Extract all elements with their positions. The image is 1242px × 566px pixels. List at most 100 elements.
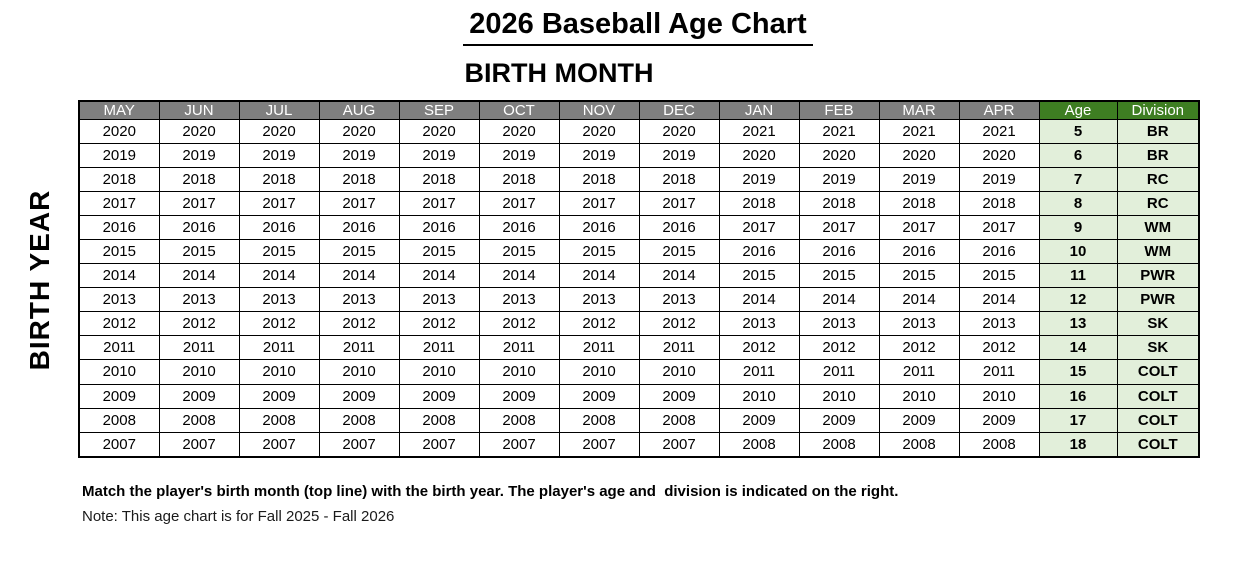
year-cell: 2007: [318, 431, 400, 458]
year-cell: 2017: [558, 191, 640, 217]
year-cell: 2015: [478, 239, 560, 265]
month-header-jun: JUN: [158, 100, 240, 120]
year-cell: 2011: [718, 359, 800, 385]
year-cell: 2007: [398, 431, 480, 458]
year-cell: 2007: [158, 431, 240, 458]
year-cell: 2014: [158, 263, 240, 289]
year-cell: 2016: [318, 215, 400, 241]
year-cell: 2018: [238, 167, 320, 193]
year-cell: 2018: [638, 167, 720, 193]
year-cell: 2016: [718, 239, 800, 265]
division-cell: RC: [1116, 191, 1200, 217]
year-cell: 2019: [478, 143, 560, 169]
age-cell: 8: [1038, 191, 1118, 217]
year-cell: 2017: [718, 215, 800, 241]
year-cell: 2016: [878, 239, 960, 265]
year-cell: 2014: [638, 263, 720, 289]
year-cell: 2013: [638, 287, 720, 313]
division-cell: SK: [1116, 335, 1200, 361]
year-cell: 2007: [238, 431, 320, 458]
year-cell: 2013: [158, 287, 240, 313]
year-cell: 2021: [798, 118, 880, 145]
header-row: MAY JUN JUL AUG SEP OCT NOV DEC JAN FEB MAR APR Age D…: [78, 100, 1200, 120]
age-cell: 13: [1038, 311, 1118, 337]
month-header-sep: SEP: [398, 100, 480, 120]
year-cell: 2010: [638, 359, 720, 385]
year-cell: 2013: [958, 311, 1040, 337]
year-cell: 2010: [398, 359, 480, 385]
year-cell: 2009: [398, 383, 480, 409]
birth-month-heading: BIRTH MONTH: [464, 58, 654, 88]
year-cell: 2020: [878, 143, 960, 169]
year-cell: 2014: [478, 263, 560, 289]
table-row: 2007 2007 2007 2007 2007 2007 2007 2007 2008 2008…: [78, 431, 1200, 458]
month-header-oct: OCT: [478, 100, 560, 120]
year-cell: 2019: [558, 143, 640, 169]
division-cell: PWR: [1116, 287, 1200, 313]
year-cell: 2014: [558, 263, 640, 289]
table-header: MAY JUN JUL AUG SEP OCT NOV DEC JAN FEB MAR APR Age D…: [78, 100, 1200, 120]
year-cell: 2016: [478, 215, 560, 241]
year-cell: 2012: [318, 311, 400, 337]
year-cell: 2017: [78, 191, 160, 217]
age-cell: 16: [1038, 383, 1118, 409]
year-cell: 2020: [638, 118, 720, 145]
year-cell: 2016: [558, 215, 640, 241]
year-cell: 2010: [958, 383, 1040, 409]
year-cell: 2010: [78, 359, 160, 385]
year-cell: 2012: [158, 311, 240, 337]
month-header-nov: NOV: [558, 100, 640, 120]
year-cell: 2009: [318, 383, 400, 409]
year-cell: 2018: [958, 191, 1040, 217]
year-cell: 2017: [638, 191, 720, 217]
year-cell: 2012: [238, 311, 320, 337]
year-cell: 2015: [398, 239, 480, 265]
division-cell: COLT: [1116, 431, 1200, 458]
year-cell: 2021: [718, 118, 800, 145]
year-cell: 2008: [718, 431, 800, 458]
year-cell: 2015: [958, 263, 1040, 289]
year-cell: 2015: [878, 263, 960, 289]
year-cell: 2015: [238, 239, 320, 265]
age-cell: 15: [1038, 359, 1118, 385]
year-cell: 2015: [798, 263, 880, 289]
year-cell: 2008: [958, 431, 1040, 458]
year-cell: 2020: [958, 143, 1040, 169]
table-row: 2013 2013 2013 2013 2013 2013 2013 2013 2014 2014…: [78, 287, 1200, 313]
year-cell: 2020: [78, 118, 160, 145]
age-cell: 9: [1038, 215, 1118, 241]
year-cell: 2011: [318, 335, 400, 361]
year-cell: 2011: [798, 359, 880, 385]
year-cell: 2010: [798, 383, 880, 409]
year-cell: 2019: [958, 167, 1040, 193]
table-row: 2017 2017 2017 2017 2017 2017 2017 2017 2018 2018…: [78, 191, 1200, 217]
year-cell: 2010: [158, 359, 240, 385]
year-cell: 2017: [878, 215, 960, 241]
year-cell: 2019: [318, 143, 400, 169]
age-cell: 5: [1038, 118, 1118, 145]
year-cell: 2011: [238, 335, 320, 361]
year-cell: 2017: [798, 215, 880, 241]
table-row: 2008 2008 2008 2008 2008 2008 2008 2008 2009 2009…: [78, 407, 1200, 433]
year-cell: 2007: [78, 431, 160, 458]
year-cell: 2008: [398, 407, 480, 433]
age-header: Age: [1038, 100, 1118, 120]
division-header: Division: [1116, 100, 1200, 120]
page-title-text: 2026 Baseball Age Chart: [463, 8, 813, 46]
year-cell: 2012: [798, 335, 880, 361]
month-header-mar: MAR: [878, 100, 960, 120]
year-cell: 2010: [718, 383, 800, 409]
year-cell: 2019: [718, 167, 800, 193]
division-cell: COLT: [1116, 383, 1200, 409]
year-cell: 2009: [158, 383, 240, 409]
division-cell: SK: [1116, 311, 1200, 337]
age-cell: 6: [1038, 143, 1118, 169]
year-cell: 2015: [158, 239, 240, 265]
year-cell: 2013: [718, 311, 800, 337]
month-header-aug: AUG: [318, 100, 400, 120]
division-cell: WM: [1116, 215, 1200, 241]
year-cell: 2017: [318, 191, 400, 217]
month-header-may: MAY: [78, 100, 160, 120]
year-cell: 2007: [478, 431, 560, 458]
month-header-feb: FEB: [798, 100, 880, 120]
